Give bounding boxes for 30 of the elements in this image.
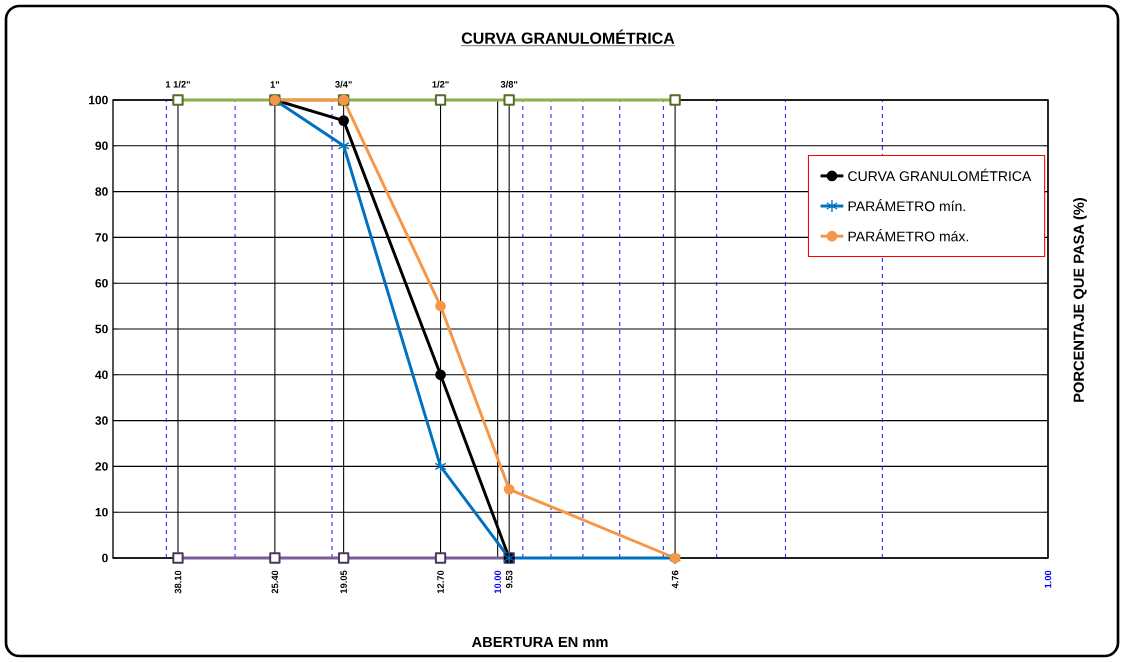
- y-tick-label: 20: [95, 462, 108, 471]
- y-tick-label: 80: [95, 187, 108, 196]
- x-tick-label: 10.00: [494, 570, 501, 594]
- y-tick-label: 100: [89, 95, 108, 105]
- x-tick-label: 19.05: [340, 570, 347, 594]
- y-tick-label: 10: [95, 507, 108, 517]
- annotation: 3/4": [335, 80, 352, 88]
- annotation: 1": [270, 81, 280, 88]
- x-tick-label: 12.70: [437, 570, 444, 594]
- legend-label: PARÁMETRO mín.: [848, 198, 965, 212]
- y-tick-label: 0: [102, 553, 108, 563]
- annotation: 1 1/2": [165, 80, 190, 88]
- x-axis-title: ABERTURA EN mm: [471, 636, 608, 648]
- x-tick-label: 38.10: [174, 570, 182, 594]
- y-axis-title: PORCENTAJE QUE PASA (%): [1073, 197, 1087, 402]
- x-tick-label: 1.00: [1044, 570, 1052, 588]
- annotation: 3/8": [500, 80, 518, 88]
- annotation: 1/2": [432, 80, 449, 88]
- y-tick-label: 30: [95, 416, 108, 425]
- chart-title: CURVA GRANULOMÉTRICA: [461, 29, 675, 44]
- y-tick-label: 90: [95, 141, 108, 151]
- legend-label: PARÁMETRO máx.: [848, 229, 969, 242]
- x-tick-label: 25.40: [271, 570, 279, 594]
- x-tick-label: 4.76: [671, 570, 679, 589]
- y-tick-label: 70: [95, 233, 108, 242]
- y-tick-label: 60: [95, 278, 108, 288]
- x-tick-label: 9.53: [505, 570, 513, 589]
- y-tick-label: 40: [95, 370, 108, 380]
- legend-label: CURVA GRANULOMÉTRICA: [848, 168, 1032, 182]
- y-tick-label: 50: [95, 324, 108, 334]
